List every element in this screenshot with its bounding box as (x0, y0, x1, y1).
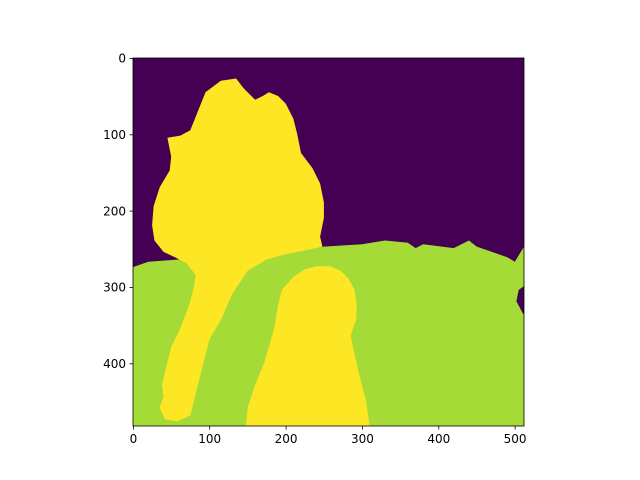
y-tick-label: 300 (103, 281, 126, 295)
y-tick-label: 400 (103, 357, 126, 371)
right-background-patch (516, 286, 524, 315)
y-tick: 100 (103, 128, 133, 142)
x-tick-label: 0 (130, 432, 138, 446)
x-tick: 200 (275, 426, 298, 446)
x-axis: 0 100 200 300 400 500 (130, 426, 527, 446)
y-axis: 0 100 200 300 400 (103, 52, 133, 371)
x-tick-label: 300 (351, 432, 374, 446)
upper-figure-region (152, 78, 324, 422)
x-tick-label: 400 (427, 432, 450, 446)
x-tick-label: 200 (275, 432, 298, 446)
y-tick: 0 (118, 52, 133, 66)
x-tick: 0 (130, 426, 138, 446)
lower-figure-region (246, 266, 370, 426)
plot-frame (132, 57, 525, 427)
y-tick: 300 (103, 281, 133, 295)
x-tick-label: 100 (198, 432, 221, 446)
x-tick: 400 (427, 426, 450, 446)
x-tick: 500 (504, 426, 527, 446)
x-tick: 100 (198, 426, 221, 446)
x-tick: 300 (351, 426, 374, 446)
y-tick-label: 200 (103, 204, 126, 218)
x-tick-label: 500 (504, 432, 527, 446)
heatmap-plot-area (133, 58, 524, 426)
y-tick: 200 (103, 204, 133, 218)
y-tick-label: 100 (103, 128, 126, 142)
y-tick-label: 0 (118, 52, 126, 66)
y-tick: 400 (103, 357, 133, 371)
